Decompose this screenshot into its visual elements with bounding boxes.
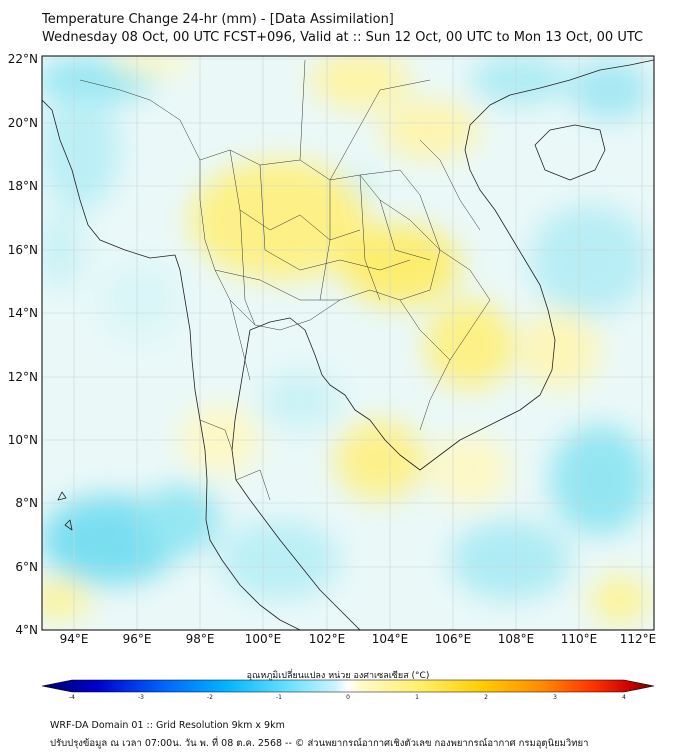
lon-label-112e: 112°E <box>619 632 657 646</box>
colorbar-tick: 1 <box>415 694 419 701</box>
lon-label-106e: 106°E <box>434 632 472 646</box>
colorbar-tick: -4 <box>69 694 75 701</box>
map-subtitle: Wednesday 08 Oct, 00 UTC FCST+096, Valid… <box>42 30 644 45</box>
lat-label-12n: 12°N <box>7 370 38 384</box>
footer-update-info: ปรับปรุงข้อมูล ณ เวลา 07:00น. วัน พ. ที่… <box>50 738 589 749</box>
lon-label-94e: 94°E <box>59 632 89 646</box>
colorbar <box>41 679 655 693</box>
colorbar-tick: 4 <box>622 694 626 701</box>
lon-label-102e: 102°E <box>308 632 346 646</box>
lat-label-6n: 6°N <box>15 560 38 574</box>
colorbar-ticks: -4 -3 -2 -1 0 1 2 3 4 <box>0 694 676 706</box>
colorbar-tick: -3 <box>138 694 144 701</box>
colorbar-tick: -2 <box>207 694 213 701</box>
lat-label-8n: 8°N <box>15 496 38 510</box>
footer-model-info: WRF-DA Domain 01 :: Grid Resolution 9km … <box>50 720 285 731</box>
lat-label-18n: 18°N <box>7 179 38 193</box>
lat-label-14n: 14°N <box>7 306 38 320</box>
graticule <box>42 56 654 630</box>
lon-label-98e: 98°E <box>185 632 215 646</box>
lat-label-4n: 4°N <box>15 623 38 637</box>
map-frame <box>41 55 655 631</box>
colorbar-tick: 3 <box>553 694 557 701</box>
lat-label-16n: 16°N <box>7 243 38 257</box>
lon-label-100e: 100°E <box>244 632 282 646</box>
lat-label-20n: 20°N <box>7 116 38 130</box>
colorbar-tick: 0 <box>346 694 350 701</box>
colorbar-tick: -1 <box>276 694 282 701</box>
lon-label-108e: 108°E <box>497 632 535 646</box>
lon-label-104e: 104°E <box>371 632 409 646</box>
lat-label-22n: 22°N <box>7 52 38 66</box>
lat-label-10n: 10°N <box>7 433 38 447</box>
colorbar-title: อุณหภูมิเปลี่ยนแปลง หน่วย องศาเซลเซียส (… <box>246 671 430 681</box>
map-canvas <box>41 55 655 693</box>
map-title: Temperature Change 24-hr (mm) - [Data As… <box>42 12 394 27</box>
temperature-field <box>42 56 654 630</box>
admin-borders <box>79 59 491 501</box>
lon-label-110e: 110°E <box>560 632 598 646</box>
colorbar-tick: 2 <box>484 694 488 701</box>
lon-label-96e: 96°E <box>122 632 152 646</box>
